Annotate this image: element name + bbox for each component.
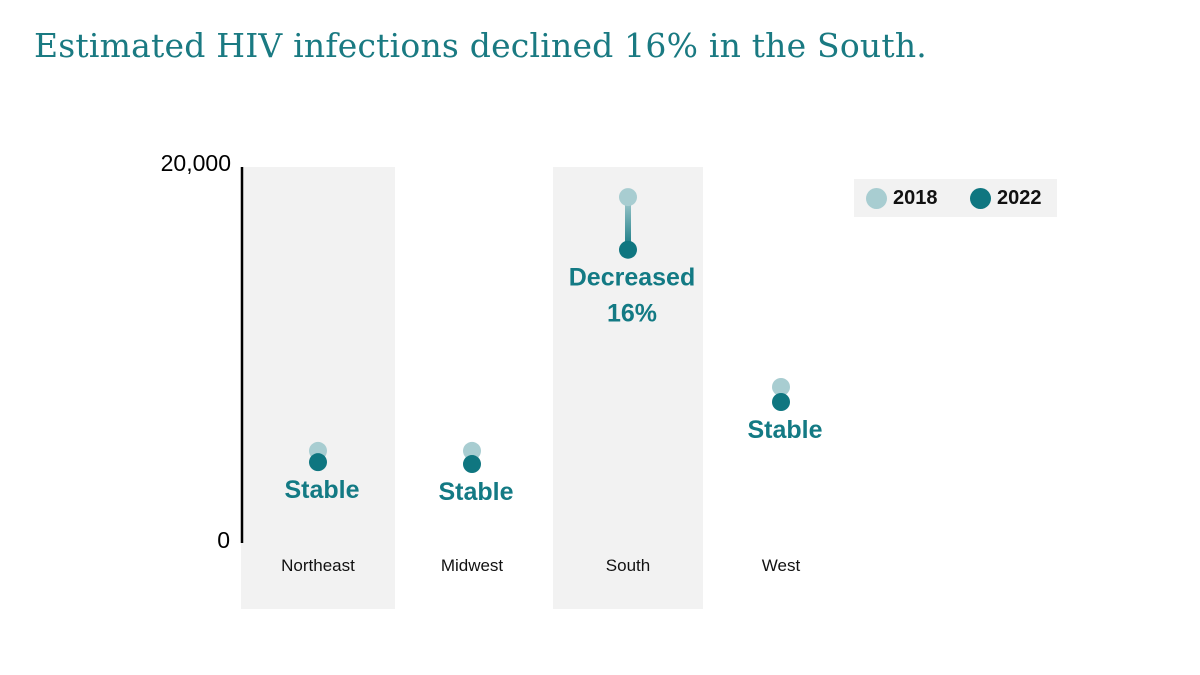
connector-south bbox=[625, 197, 631, 250]
legend: 2018 2022 bbox=[854, 179, 1057, 217]
point-2022-northeast bbox=[309, 453, 327, 472]
status-label-west: Stable bbox=[747, 416, 822, 444]
legend-swatch-2018 bbox=[866, 187, 887, 209]
legend-label-2018: 2018 bbox=[893, 186, 938, 209]
category-label-northeast: Northeast bbox=[281, 556, 355, 575]
point-2018-west bbox=[772, 377, 790, 396]
point-2018-south bbox=[619, 188, 637, 207]
status-label-northeast: Stable bbox=[284, 476, 359, 504]
legend-label-2022: 2022 bbox=[997, 186, 1042, 209]
y-tick-label-max: 20,000 bbox=[161, 150, 231, 176]
point-2022-midwest bbox=[463, 455, 481, 474]
point-2018-midwest bbox=[463, 441, 481, 460]
category-label-south: South bbox=[606, 556, 650, 575]
point-2022-west bbox=[772, 393, 790, 411]
y-tick-label-min: 0 bbox=[217, 527, 230, 553]
legend-swatch-2022 bbox=[970, 187, 991, 209]
status-label-south-2: 16% bbox=[607, 300, 657, 328]
category-label-midwest: Midwest bbox=[441, 556, 504, 575]
status-label-midwest: Stable bbox=[438, 478, 513, 506]
band-northeast bbox=[241, 167, 395, 609]
chart-title: Estimated HIV infections declined 16% in… bbox=[34, 26, 927, 65]
status-label-south: Decreased bbox=[569, 264, 695, 292]
point-2022-south bbox=[619, 240, 637, 259]
category-label-west: West bbox=[762, 556, 801, 575]
legend-item-2018: 2018 bbox=[866, 179, 938, 217]
legend-item-2022: 2022 bbox=[970, 179, 1042, 217]
